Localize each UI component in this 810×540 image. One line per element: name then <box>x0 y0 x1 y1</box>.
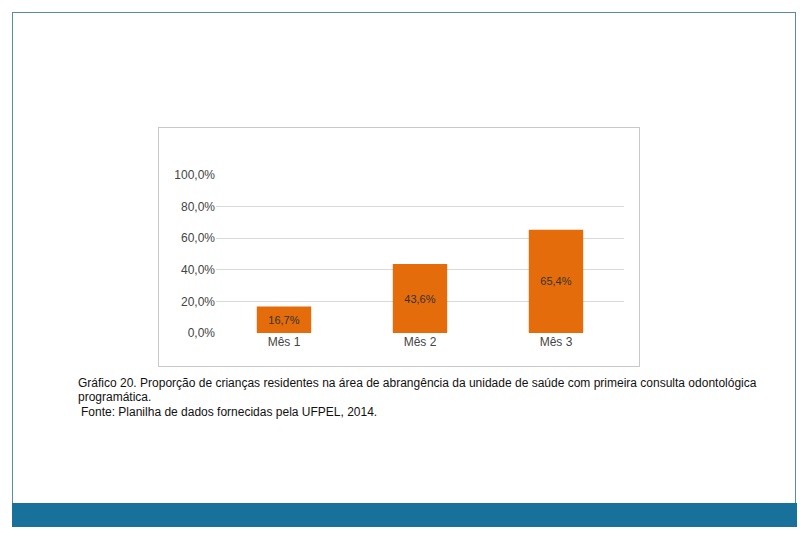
svg-text:20,0%: 20,0% <box>181 295 215 309</box>
svg-text:65,4%: 65,4% <box>540 275 571 287</box>
svg-text:80,0%: 80,0% <box>181 200 215 214</box>
html-text:Gráfico 20. Proporção de crian: Gráfico 20. Proporção de crianças reside… <box>78 376 757 404</box>
svg-text:Mês 2: Mês 2 <box>404 335 437 349</box>
html-text:Fonte: Planilha de dados forne: Fonte: Planilha de dados fornecidas pela… <box>81 405 378 419</box>
svg-text:60,0%: 60,0% <box>181 231 215 245</box>
svg-text:Mês 1: Mês 1 <box>268 335 301 349</box>
svg-text:Mês 3: Mês 3 <box>540 335 573 349</box>
svg-text:0,0%: 0,0% <box>188 326 216 340</box>
svg-text:16,7%: 16,7% <box>268 314 299 326</box>
svg-text:100,0%: 100,0% <box>174 168 215 182</box>
svg-text:43,6%: 43,6% <box>404 293 435 305</box>
svg-text:40,0%: 40,0% <box>181 263 215 277</box>
